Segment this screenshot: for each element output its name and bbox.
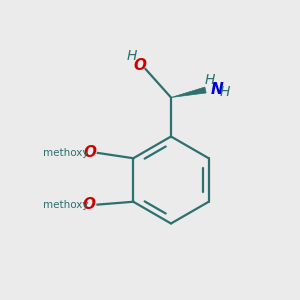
Text: O: O: [83, 197, 96, 212]
Text: O: O: [134, 58, 147, 73]
Polygon shape: [171, 87, 206, 98]
Text: H: H: [127, 49, 137, 63]
Text: H: H: [205, 74, 215, 87]
Text: methoxy: methoxy: [43, 200, 89, 210]
Text: O: O: [83, 146, 96, 160]
Text: N: N: [211, 82, 223, 98]
Text: H: H: [220, 85, 230, 98]
Text: methoxy: methoxy: [44, 148, 89, 158]
